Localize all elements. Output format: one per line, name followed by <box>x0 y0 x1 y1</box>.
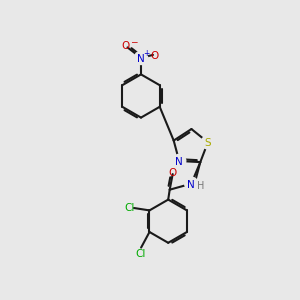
Text: O: O <box>150 51 159 61</box>
Text: O: O <box>169 168 177 178</box>
Circle shape <box>185 177 198 190</box>
Text: N: N <box>175 157 183 167</box>
Circle shape <box>172 154 186 168</box>
Text: Cl: Cl <box>135 249 146 259</box>
Text: −: − <box>130 37 138 46</box>
Text: +: + <box>143 49 150 58</box>
Text: Cl: Cl <box>124 203 135 213</box>
Circle shape <box>134 51 148 64</box>
Text: O: O <box>122 41 130 51</box>
Text: N: N <box>137 54 145 64</box>
Circle shape <box>201 136 214 149</box>
Text: H: H <box>196 181 204 191</box>
Text: S: S <box>205 138 211 148</box>
Text: N: N <box>188 180 195 190</box>
